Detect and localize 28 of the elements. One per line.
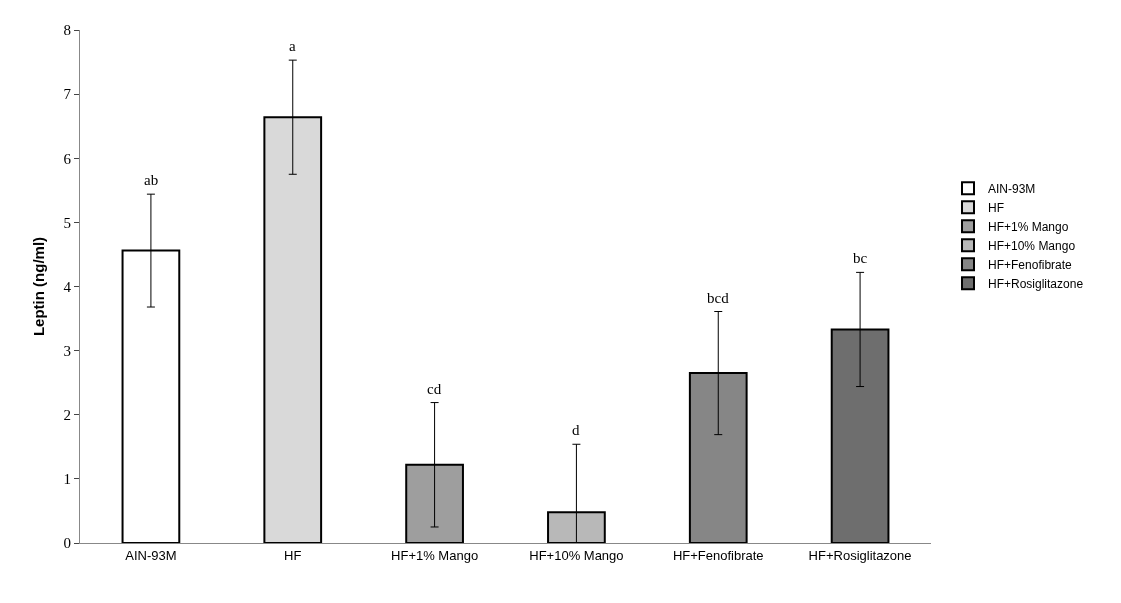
y-tick-label: 2 <box>63 407 71 423</box>
legend-label: HF+Rosiglitazone <box>988 276 1084 291</box>
annotation: a <box>289 38 296 54</box>
annotation: bcd <box>707 290 730 306</box>
annotation: cd <box>427 381 442 397</box>
legend-label: HF+10% Mango <box>988 238 1076 253</box>
annotation: bc <box>853 250 868 266</box>
legend-label: HF+Fenofibrate <box>988 257 1073 272</box>
legend-label: HF+1% Mango <box>988 219 1069 234</box>
x-tick-label: HF+1% Mango <box>391 547 479 563</box>
y-tick-label: 6 <box>63 150 72 167</box>
y-tick-label: 4 <box>63 278 72 295</box>
y-tick-label: 8 <box>63 22 71 39</box>
legend-label: AIN-93M <box>988 181 1036 196</box>
annotation: ab <box>144 172 159 188</box>
y-tick-label: 0 <box>63 535 71 552</box>
x-tick-label: AIN-93M <box>125 547 177 563</box>
y-tick-label: 3 <box>63 342 71 359</box>
annotation: d <box>572 422 580 438</box>
y-axis-title: Leptin (ng/ml) <box>29 236 47 337</box>
y-tick-label: 5 <box>63 214 71 231</box>
x-tick-label: HF <box>284 547 302 563</box>
y-tick-label: 7 <box>63 86 72 103</box>
x-tick-label: HF+Fenofibrate <box>672 547 764 563</box>
x-tick-label: HF+10% Mango <box>529 547 624 563</box>
legend-label: HF <box>988 200 1005 215</box>
y-tick-label: 1 <box>63 471 71 488</box>
x-tick-label: HF+Rosiglitazone <box>808 547 912 563</box>
